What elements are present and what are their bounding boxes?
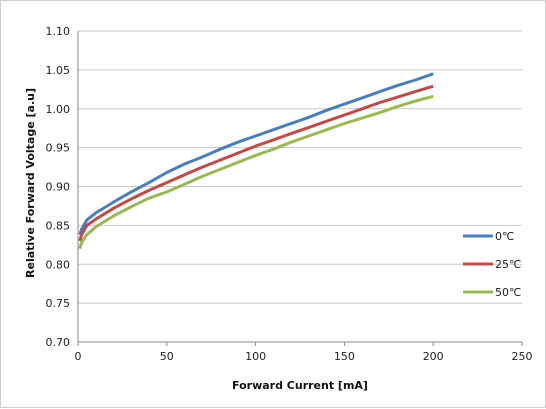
y-tick-label: 0.80 xyxy=(46,258,71,271)
series-line-2 xyxy=(78,94,434,250)
series-lines xyxy=(78,72,434,250)
y-tick-label: 0.90 xyxy=(46,181,71,194)
x-tick-label: 150 xyxy=(334,350,355,363)
x-tick-label: 100 xyxy=(245,350,266,363)
y-tick-labels: 0.70 0.75 0.80 0.85 0.90 0.95 1.00 1.05 1.10 xyxy=(46,25,71,349)
x-tick-label: 200 xyxy=(423,350,444,363)
x-tick-labels: 0 50 100 150 200 250 xyxy=(75,350,533,363)
legend: 0℃ 25℃ 50℃ xyxy=(463,230,521,299)
y-axis-label: Relative Forward Voltage [a.u] xyxy=(24,88,37,278)
axes xyxy=(77,31,523,346)
y-tick-label: 0.70 xyxy=(46,336,71,349)
y-tick-label: 0.75 xyxy=(46,297,71,310)
series-line-1 xyxy=(78,84,434,242)
x-axis-label: Forward Current [mA] xyxy=(232,379,368,392)
x-tick-label: 50 xyxy=(160,350,174,363)
legend-label: 50℃ xyxy=(495,286,521,299)
y-tick-label: 1.05 xyxy=(46,64,71,77)
y-tick-label: 1.00 xyxy=(46,103,71,116)
y-tick-label: 0.95 xyxy=(46,142,71,155)
legend-label: 0℃ xyxy=(495,230,514,243)
x-tick-label: 0 xyxy=(75,350,82,363)
legend-label: 25℃ xyxy=(495,258,521,271)
y-tick-label: 0.85 xyxy=(46,219,71,232)
y-tick-label: 1.10 xyxy=(46,25,71,38)
x-tick-label: 250 xyxy=(512,350,533,363)
series-line-0 xyxy=(78,72,434,236)
gridlines xyxy=(78,30,522,304)
